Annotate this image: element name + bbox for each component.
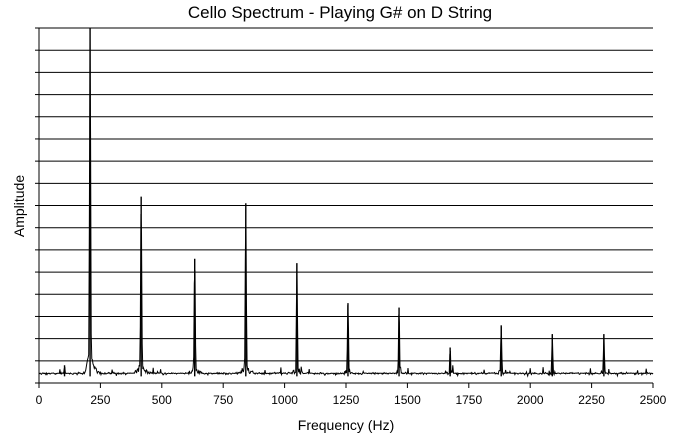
- x-tick-marks: [38, 383, 654, 388]
- gridlines: [35, 27, 653, 384]
- x-tick-label: 1250: [333, 393, 360, 407]
- x-tick-label: 1000: [271, 393, 298, 407]
- x-tick-label: 2500: [640, 393, 667, 407]
- x-tick-label: 1750: [455, 393, 482, 407]
- x-tick-label: 250: [90, 393, 110, 407]
- plot-area: [38, 28, 654, 378]
- x-tick-label: 750: [213, 393, 233, 407]
- x-tick-label: 2250: [578, 393, 605, 407]
- x-tick-label: 0: [36, 393, 43, 407]
- x-tick-labels: 0 250 500 750 1000 1250 1500 1750 2000 2250 2500: [36, 393, 667, 407]
- chart-title: Cello Spectrum - Playing G# on D String: [188, 3, 492, 22]
- x-tick-label: 1500: [394, 393, 421, 407]
- x-tick-label: 2000: [517, 393, 544, 407]
- y-axis-label: Amplitude: [11, 175, 27, 237]
- spectrum-line: [38, 36, 654, 378]
- x-axis-label: Frequency (Hz): [298, 417, 394, 433]
- x-tick-label: 500: [152, 393, 172, 407]
